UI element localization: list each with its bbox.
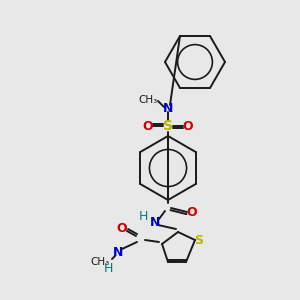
- Text: S: S: [163, 119, 173, 133]
- Text: CH₃: CH₃: [138, 95, 158, 105]
- Text: N: N: [150, 215, 160, 229]
- Text: H: H: [138, 209, 148, 223]
- Text: O: O: [187, 206, 197, 218]
- Text: N: N: [113, 245, 123, 259]
- Text: S: S: [194, 233, 203, 247]
- Text: O: O: [143, 119, 153, 133]
- Text: N: N: [163, 101, 173, 115]
- Text: O: O: [183, 119, 193, 133]
- Text: H: H: [103, 262, 113, 275]
- Text: CH₃: CH₃: [90, 257, 110, 267]
- Text: O: O: [117, 221, 127, 235]
